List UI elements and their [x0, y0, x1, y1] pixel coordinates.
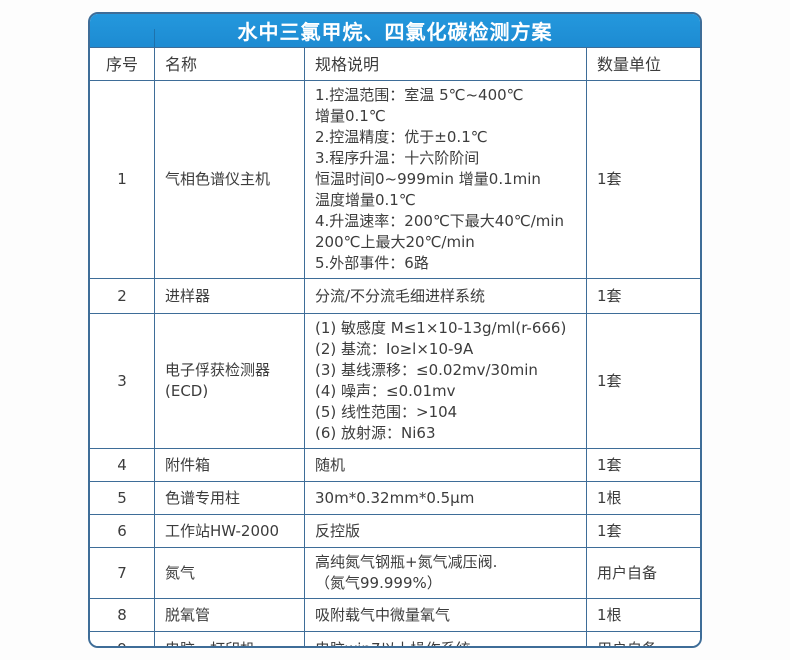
- row-number: 2: [117, 286, 127, 305]
- item-name: 电子俘获检测器 (ECD): [154, 314, 304, 448]
- table-row: 3 电子俘获检测器 (ECD) (1) 敏感度 M≤1×10-13g/ml(r-…: [90, 314, 700, 449]
- item-name: 脱氧管: [154, 599, 304, 631]
- table-row: 8 脱氧管 吸附载气中微量氧气 1根: [90, 599, 700, 632]
- item-spec: 随机: [304, 449, 586, 481]
- item-qty: 1套: [586, 81, 700, 278]
- row-number: 9: [90, 632, 154, 647]
- item-name: 电脑、打印机: [154, 632, 304, 646]
- table-row: 9 电脑、打印机 电脑win7以上操作系统 用户自备: [90, 632, 700, 647]
- item-spec: 高纯氮气钢瓶+氮气减压阀. （氮气99.999%）: [304, 548, 586, 598]
- item-name: 气相色谱仪主机: [154, 81, 304, 278]
- item-spec: 吸附载气中微量氧气: [304, 599, 586, 631]
- item-spec: 反控版: [304, 515, 586, 547]
- item-name: 进样器: [154, 279, 304, 313]
- item-spec: (1) 敏感度 M≤1×10-13g/ml(r-666) (2) 基流：Io≥l…: [304, 314, 586, 448]
- item-spec: 电脑win7以上操作系统: [304, 632, 586, 646]
- table-row: 2 进样器 分流/不分流毛细进样系统 1套: [90, 279, 700, 314]
- table-header-row: 序号 名称 规格说明 数量单位: [90, 48, 700, 81]
- row-number: 6: [117, 521, 127, 540]
- item-qty: 1套: [586, 314, 700, 448]
- row-number: 5: [117, 488, 127, 507]
- table-row: 7 氮气 高纯氮气钢瓶+氮气减压阀. （氮气99.999%） 用户自备: [90, 548, 700, 599]
- row-number: 3: [117, 371, 127, 390]
- page-title: 水中三氯甲烷、四氯化碳检测方案: [237, 20, 553, 44]
- item-qty: 1套: [586, 279, 700, 313]
- item-name: 色谱专用柱: [154, 482, 304, 514]
- table-row: 4 附件箱 随机 1套: [90, 449, 700, 482]
- item-qty: 用户自备: [586, 548, 700, 598]
- row-number: 8: [117, 605, 127, 624]
- item-name: 附件箱: [154, 449, 304, 481]
- item-name: 氮气: [154, 548, 304, 598]
- item-qty: 用户自备: [586, 632, 700, 646]
- item-spec: 1.控温范围：室温 5℃~400℃ 增量0.1℃ 2.控温精度：优于±0.1℃ …: [304, 81, 586, 278]
- item-qty: 1根: [586, 482, 700, 514]
- header-名称: 名称: [154, 48, 304, 80]
- header-规格说明: 规格说明: [304, 48, 586, 80]
- row-number: 1: [117, 170, 127, 188]
- table-row: 1 气相色谱仪主机 1.控温范围：室温 5℃~400℃ 增量0.1℃ 2.控温精…: [90, 81, 700, 279]
- item-qty: 1套: [586, 515, 700, 547]
- item-qty: 1根: [586, 599, 700, 631]
- item-name: 工作站HW-2000: [154, 515, 304, 547]
- table-row: 6 工作站HW-2000 反控版 1套: [90, 515, 700, 548]
- item-qty: 1套: [586, 449, 700, 481]
- spec-table-card: 水中三氯甲烷、四氯化碳检测方案 序号 名称 规格说明 数量单位 1 气相色谱仪主…: [88, 12, 702, 648]
- item-spec: 30m*0.32mm*0.5μm: [304, 482, 586, 514]
- header-数量单位: 数量单位: [586, 48, 700, 80]
- row-number: 4: [117, 455, 127, 474]
- table-title-bar: 水中三氯甲烷、四氯化碳检测方案: [90, 14, 700, 48]
- item-spec: 分流/不分流毛细进样系统: [304, 279, 586, 313]
- header-序号: 序号: [105, 54, 138, 74]
- row-number: 7: [117, 563, 127, 582]
- table-row: 5 色谱专用柱 30m*0.32mm*0.5μm 1根: [90, 482, 700, 515]
